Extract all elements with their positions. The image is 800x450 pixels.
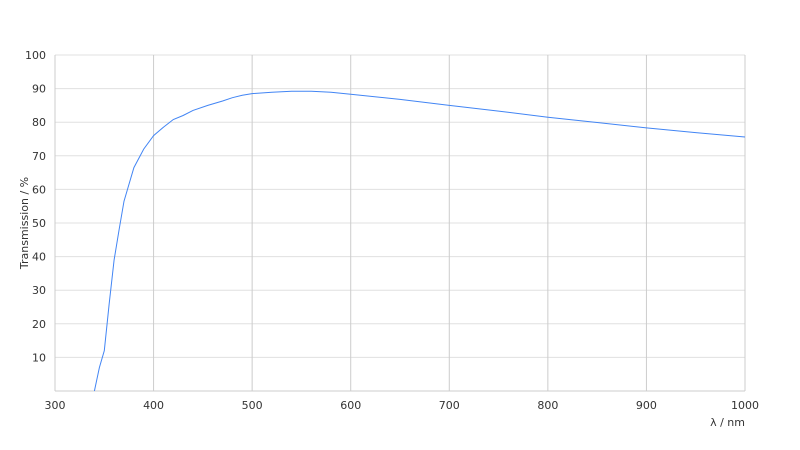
y-tick-label: 10 xyxy=(32,351,46,364)
y-tick-label: 60 xyxy=(32,183,46,196)
y-tick-label: 80 xyxy=(32,116,46,129)
y-axis-label: Transmission / % xyxy=(18,177,31,270)
x-tick-label: 1000 xyxy=(731,399,759,412)
y-tick-label: 100 xyxy=(25,49,46,62)
y-tick-label: 90 xyxy=(32,83,46,96)
y-tick-label: 30 xyxy=(32,284,46,297)
y-tick-label: 50 xyxy=(32,217,46,230)
x-tick-label: 800 xyxy=(537,399,558,412)
grid xyxy=(54,54,746,392)
series-line xyxy=(93,90,746,392)
x-tick-label: 500 xyxy=(242,399,263,412)
y-tick-label: 40 xyxy=(32,251,46,264)
y-tick-label: 70 xyxy=(32,150,46,163)
tick-labels: 10 20 30 40 50 60 70 80 90 100 300 400 500 600 700 800 9… xyxy=(25,49,759,412)
x-tick-label: 700 xyxy=(439,399,460,412)
x-tick-label: 600 xyxy=(340,399,361,412)
x-axis-label: λ / nm xyxy=(710,416,745,429)
x-tick-label: 900 xyxy=(636,399,657,412)
y-tick-label: 20 xyxy=(32,318,46,331)
x-tick-label: 300 xyxy=(45,399,66,412)
x-tick-label: 400 xyxy=(143,399,164,412)
